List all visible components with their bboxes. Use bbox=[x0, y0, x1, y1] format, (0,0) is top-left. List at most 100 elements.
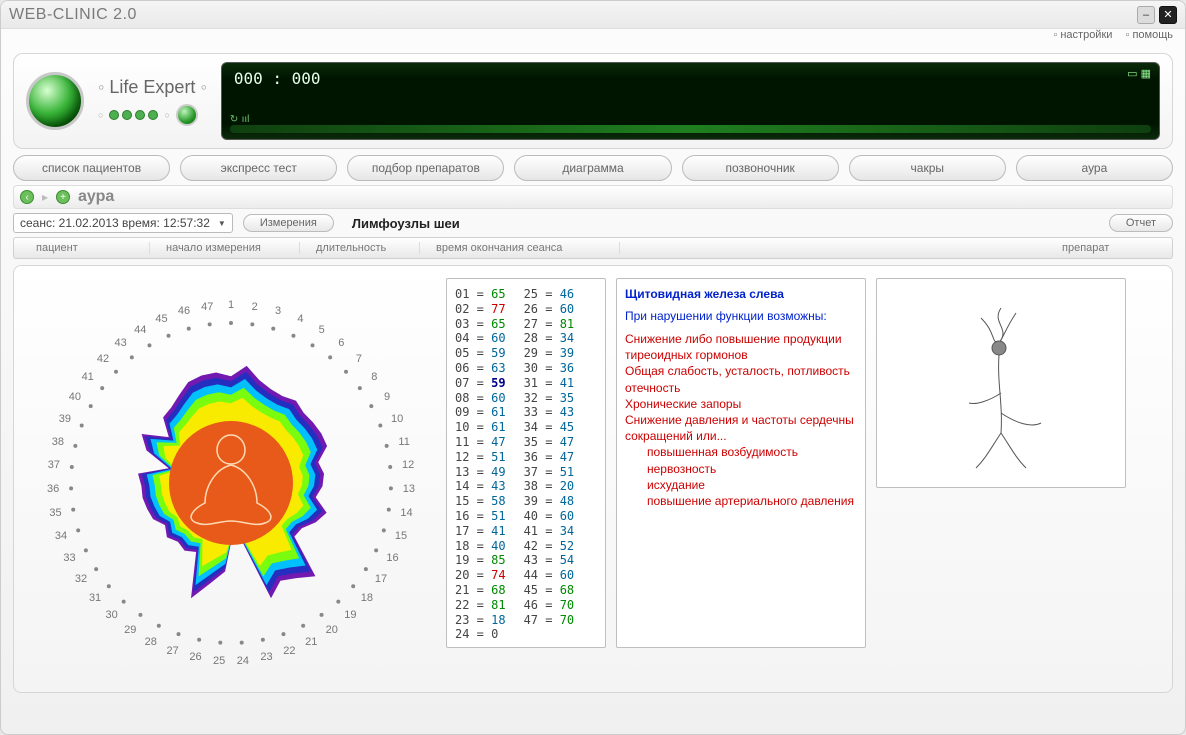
data-row[interactable]: 18 = 40 bbox=[455, 539, 506, 554]
data-row[interactable]: 21 = 68 bbox=[455, 583, 506, 598]
data-row[interactable]: 06 = 63 bbox=[455, 361, 506, 376]
aura-point-label: 15 bbox=[395, 530, 407, 542]
data-row[interactable]: 30 = 36 bbox=[524, 361, 575, 376]
data-row[interactable]: 23 = 18 bbox=[455, 613, 506, 628]
breadcrumb-label: аура bbox=[78, 188, 114, 206]
aura-point-label: 39 bbox=[59, 413, 71, 425]
aura-point-label: 38 bbox=[52, 436, 64, 448]
data-row[interactable]: 02 = 77 bbox=[455, 302, 506, 317]
minimize-icon[interactable]: – bbox=[1137, 6, 1155, 24]
data-row[interactable]: 10 = 61 bbox=[455, 420, 506, 435]
nav-chakras-button[interactable]: чакры bbox=[849, 155, 1006, 181]
data-row[interactable]: 14 = 43 bbox=[455, 479, 506, 494]
col-start[interactable]: начало измерения bbox=[150, 242, 300, 254]
window-title: WEB-CLINIC 2.0 bbox=[9, 6, 137, 24]
nav-aura-button[interactable]: аура bbox=[1016, 155, 1173, 181]
aura-chart: 1234567891011121314151617181920212223242… bbox=[26, 278, 436, 678]
settings-link[interactable]: настройки bbox=[1053, 29, 1112, 41]
level-indicator[interactable] bbox=[109, 110, 158, 120]
data-row[interactable]: 01 = 65 bbox=[455, 287, 506, 302]
data-row[interactable]: 16 = 51 bbox=[455, 509, 506, 524]
data-row[interactable]: 42 = 52 bbox=[524, 539, 575, 554]
close-icon[interactable]: ✕ bbox=[1159, 6, 1177, 24]
nav-spine-button[interactable]: позвоночник bbox=[682, 155, 839, 181]
aura-point-label: 33 bbox=[63, 552, 75, 564]
data-row[interactable]: 07 = 59 bbox=[455, 376, 506, 391]
info-line: Снижение давления и частоты сердечны сок… bbox=[625, 412, 857, 444]
data-row[interactable]: 24 = 0 bbox=[455, 627, 506, 642]
device-controls: Life Expert ○ ○ bbox=[98, 77, 207, 126]
stop-button-icon[interactable] bbox=[176, 104, 198, 126]
data-row[interactable]: 17 = 41 bbox=[455, 524, 506, 539]
data-row[interactable]: 08 = 60 bbox=[455, 391, 506, 406]
data-row[interactable]: 20 = 74 bbox=[455, 568, 506, 583]
data-row[interactable]: 45 = 68 bbox=[524, 583, 575, 598]
data-row[interactable]: 44 = 60 bbox=[524, 568, 575, 583]
radio-off-icon[interactable]: ○ bbox=[98, 110, 103, 120]
aura-point-label: 27 bbox=[166, 645, 178, 657]
aura-point-label: 1 bbox=[228, 299, 234, 311]
device-display: 000 : 000 ▭ ▦ ↻ ııl bbox=[221, 62, 1160, 140]
data-row[interactable]: 36 = 47 bbox=[524, 450, 575, 465]
data-row[interactable]: 35 = 47 bbox=[524, 435, 575, 450]
nav-diagram-button[interactable]: диаграмма bbox=[514, 155, 671, 181]
aura-point-label: 30 bbox=[105, 609, 117, 621]
col-patient[interactable]: пациент bbox=[20, 242, 150, 254]
device-orb-icon[interactable] bbox=[26, 72, 84, 130]
neural-image-panel bbox=[876, 278, 1126, 488]
data-row[interactable]: 32 = 35 bbox=[524, 391, 575, 406]
aura-point-label: 47 bbox=[201, 301, 213, 313]
col-duration[interactable]: длительность bbox=[300, 242, 420, 254]
data-row[interactable]: 37 = 51 bbox=[524, 465, 575, 480]
data-row[interactable]: 11 = 47 bbox=[455, 435, 506, 450]
data-row[interactable]: 13 = 49 bbox=[455, 465, 506, 480]
data-row[interactable]: 03 = 65 bbox=[455, 317, 506, 332]
col-drug[interactable]: препарат bbox=[1046, 242, 1166, 254]
data-row[interactable]: 04 = 60 bbox=[455, 331, 506, 346]
measure-button[interactable]: Измерения bbox=[243, 214, 334, 232]
main-nav: список пациентов экспресс тест подбор пр… bbox=[13, 155, 1173, 181]
session-selector[interactable]: сеанс: 21.02.2013 время: 12:57:32 bbox=[13, 213, 233, 233]
aura-point-label: 41 bbox=[82, 371, 94, 383]
col-end[interactable]: время окончания сеанса bbox=[420, 242, 620, 254]
progress-bar[interactable] bbox=[230, 125, 1151, 133]
device-name: Life Expert bbox=[98, 77, 207, 98]
data-row[interactable]: 46 = 70 bbox=[524, 598, 575, 613]
data-row[interactable]: 25 = 46 bbox=[524, 287, 575, 302]
data-row[interactable]: 31 = 41 bbox=[524, 376, 575, 391]
top-links: настройки помощь bbox=[1, 29, 1185, 47]
data-row[interactable]: 28 = 34 bbox=[524, 331, 575, 346]
report-button[interactable]: Отчет bbox=[1109, 214, 1173, 232]
nav-drugs-button[interactable]: подбор препаратов bbox=[347, 155, 504, 181]
aura-point-label: 9 bbox=[384, 391, 390, 403]
aura-point-label: 7 bbox=[356, 353, 362, 365]
data-row[interactable]: 22 = 81 bbox=[455, 598, 506, 613]
data-row[interactable]: 41 = 34 bbox=[524, 524, 575, 539]
nav-express-test-button[interactable]: экспресс тест bbox=[180, 155, 337, 181]
data-row[interactable]: 12 = 51 bbox=[455, 450, 506, 465]
back-icon[interactable]: ‹ bbox=[20, 190, 34, 204]
aura-point-label: 36 bbox=[47, 483, 59, 495]
aura-point-label: 14 bbox=[400, 507, 412, 519]
data-row[interactable]: 43 = 54 bbox=[524, 553, 575, 568]
column-headers: пациент начало измерения длительность вр… bbox=[13, 237, 1173, 259]
data-row[interactable]: 27 = 81 bbox=[524, 317, 575, 332]
radio-off-icon[interactable]: ○ bbox=[164, 110, 169, 120]
data-row[interactable]: 39 = 48 bbox=[524, 494, 575, 509]
data-row[interactable]: 09 = 61 bbox=[455, 405, 506, 420]
data-row[interactable]: 05 = 59 bbox=[455, 346, 506, 361]
aura-point-label: 12 bbox=[402, 459, 414, 471]
data-row[interactable]: 26 = 60 bbox=[524, 302, 575, 317]
data-row[interactable]: 15 = 58 bbox=[455, 494, 506, 509]
nav-patients-button[interactable]: список пациентов bbox=[13, 155, 170, 181]
data-row[interactable]: 33 = 43 bbox=[524, 405, 575, 420]
data-row[interactable]: 47 = 70 bbox=[524, 613, 575, 628]
aura-point-label: 29 bbox=[124, 624, 136, 636]
data-row[interactable]: 29 = 39 bbox=[524, 346, 575, 361]
data-row[interactable]: 38 = 20 bbox=[524, 479, 575, 494]
add-icon[interactable]: + bbox=[56, 190, 70, 204]
help-link[interactable]: помощь bbox=[1125, 29, 1173, 41]
data-row[interactable]: 34 = 45 bbox=[524, 420, 575, 435]
data-row[interactable]: 40 = 60 bbox=[524, 509, 575, 524]
data-row[interactable]: 19 = 85 bbox=[455, 553, 506, 568]
